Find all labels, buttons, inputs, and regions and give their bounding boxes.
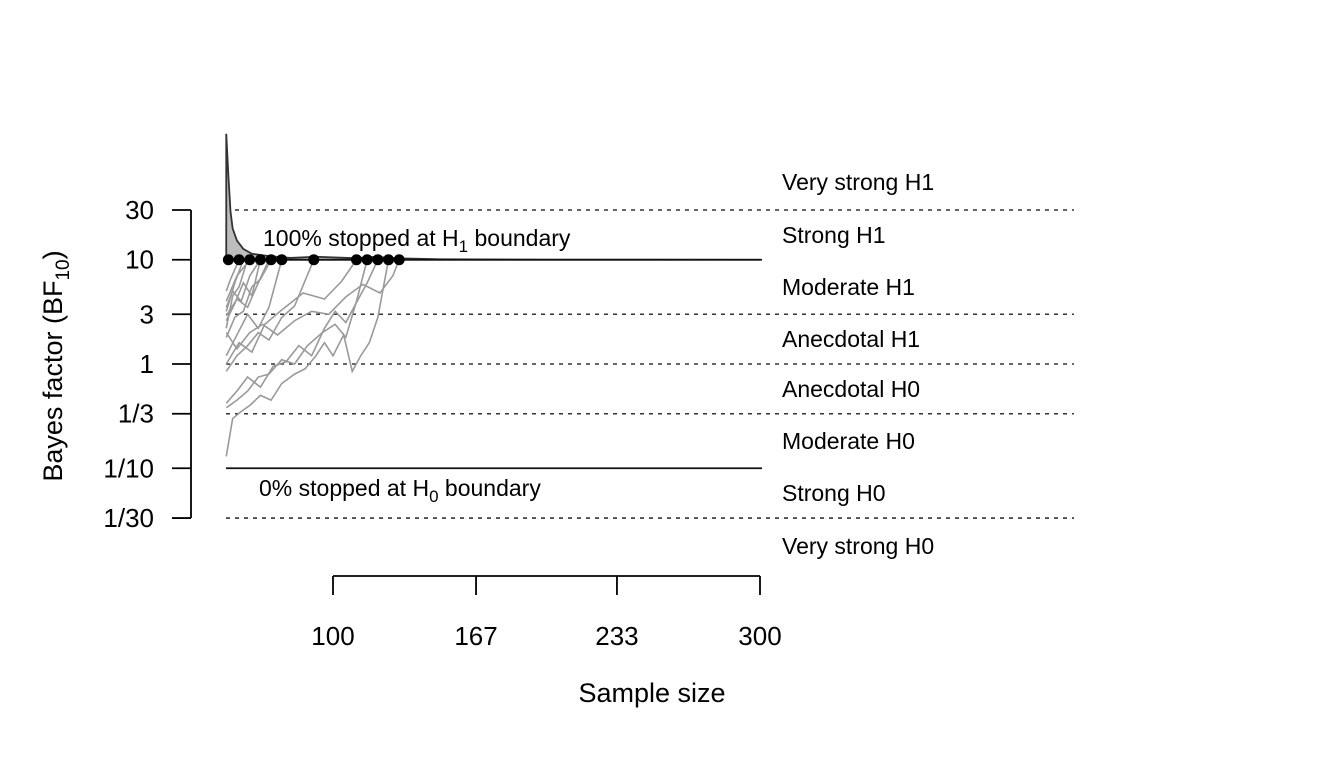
bf-trajectory — [225, 259, 358, 365]
stopping-points — [222, 254, 405, 266]
axes: Very strong H1 Strong H1 Moderate H1 Anecdo… — [103, 169, 934, 651]
evidence-label: Strong H1 — [782, 222, 886, 248]
evidence-label: Very strong H1 — [782, 169, 934, 195]
stop-point — [244, 254, 256, 266]
x-tick-label: 300 — [738, 621, 781, 651]
upper-boundary-annotation: 100% stopped at H1 boundary — [263, 225, 571, 256]
bf-trajectory — [225, 259, 390, 457]
y-tick-label: 10 — [125, 245, 154, 275]
evidence-threshold-lines — [226, 209, 1074, 519]
stopping-boundaries — [226, 258, 762, 470]
stop-point — [372, 254, 384, 266]
y-tick-label: 1 — [140, 349, 154, 379]
y-tick-label: 30 — [125, 195, 154, 225]
evidence-label: Strong H0 — [782, 480, 886, 506]
bf-trajectory — [225, 259, 368, 409]
stop-point — [350, 254, 362, 266]
y-tick-label: 1/3 — [118, 399, 154, 429]
y-axis-title: Bayes factor (BF10) — [38, 250, 74, 481]
evidence-label: Anecdotal H1 — [782, 326, 920, 352]
y-tick-label: 1/30 — [103, 503, 154, 533]
bf-trajectory — [225, 259, 270, 317]
bf-trajectory — [225, 259, 251, 302]
evidence-label: Very strong H0 — [782, 533, 934, 559]
bf-trajectory — [225, 259, 283, 357]
lower-boundary-annotation: 0% stopped at H0 boundary — [259, 475, 541, 506]
bf-trajectory — [225, 259, 379, 404]
stop-point — [308, 254, 320, 266]
x-tick-label: 167 — [454, 621, 497, 651]
bf-trajectory — [225, 259, 262, 308]
x-tick-label: 233 — [595, 621, 638, 651]
evidence-label: Anecdotal H0 — [782, 376, 920, 402]
bf-trajectory — [225, 259, 315, 372]
stop-point — [254, 254, 266, 266]
stop-point — [222, 254, 234, 266]
evidence-label: Moderate H1 — [782, 274, 915, 300]
bf-trajectory — [225, 259, 240, 292]
stop-point — [233, 254, 245, 266]
bf-trajectory — [225, 259, 400, 351]
y-tick-label: 3 — [140, 299, 154, 329]
x-axis-title: Sample size — [578, 678, 725, 708]
stop-point — [393, 254, 405, 266]
stop-point — [361, 254, 373, 266]
stop-point — [276, 254, 288, 266]
y-tick-label: 1/10 — [103, 453, 154, 483]
stop-point — [265, 254, 277, 266]
stop-point — [383, 254, 395, 266]
bf-trajectories — [225, 259, 400, 457]
x-tick-label: 100 — [311, 621, 354, 651]
evidence-label: Moderate H0 — [782, 428, 915, 454]
